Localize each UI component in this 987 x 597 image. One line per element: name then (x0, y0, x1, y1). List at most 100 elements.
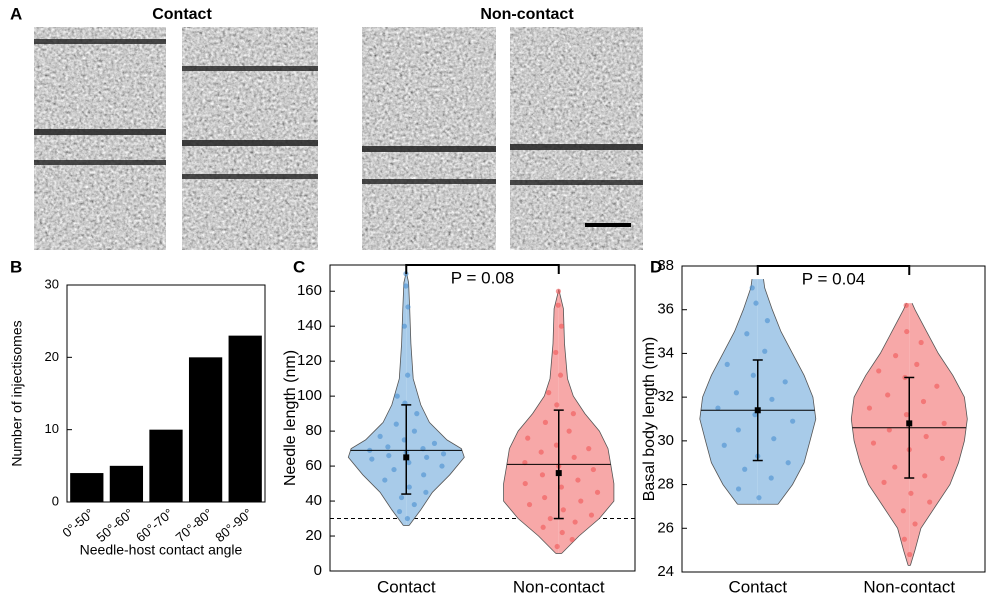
data-point (941, 420, 947, 426)
data-point (903, 412, 910, 418)
micrographs (34, 27, 643, 250)
data-point (401, 323, 408, 329)
data-point (555, 302, 561, 308)
data-point (735, 486, 742, 492)
violin-body (406, 271, 465, 526)
data-point (382, 477, 388, 483)
data-point (920, 398, 927, 405)
y-tick-label: 100 (297, 387, 322, 404)
data-point (569, 536, 575, 543)
data-point (439, 463, 445, 469)
y-tick-label: 0 (314, 562, 322, 579)
x-tick-label: Contact (377, 577, 436, 596)
data-point (406, 459, 412, 466)
data-point (885, 392, 891, 398)
data-point (539, 472, 546, 478)
x-tick-label: 50°-60° (93, 505, 136, 545)
panel-label: A (10, 4, 22, 23)
y-tick-label: 40 (305, 492, 322, 509)
data-point (908, 490, 914, 496)
data-point (540, 524, 546, 530)
y-tick-label: 20 (45, 349, 59, 364)
data-point (586, 446, 592, 452)
annotation: P = 0.08 (451, 268, 515, 287)
data-point (756, 495, 762, 501)
data-point (411, 428, 418, 434)
x-tick-label: Non-contact (513, 577, 605, 596)
bar (70, 473, 104, 502)
y-tick-label: 24 (657, 563, 674, 580)
data-point (912, 521, 918, 527)
data-point (566, 428, 572, 434)
y-tick-label: 160 (297, 282, 322, 299)
data-point (876, 368, 882, 374)
bar (228, 335, 262, 502)
data-point (547, 515, 553, 522)
data-point (749, 285, 755, 291)
data-point (588, 512, 595, 518)
data-point (750, 372, 756, 378)
y-axis-label: Needle length (nm) (282, 350, 299, 486)
data-point (553, 349, 559, 356)
data-point (753, 300, 759, 306)
y-tick-label: 120 (297, 352, 322, 369)
data-point (546, 390, 552, 396)
significance-bracket (756, 265, 911, 275)
data-point (733, 390, 740, 396)
data-point (715, 405, 721, 411)
mean-marker (754, 407, 761, 414)
data-point (553, 442, 560, 448)
violin-outline (347, 271, 407, 526)
y-tick-label: 140 (297, 317, 322, 334)
violin-outline (763, 279, 817, 505)
micrograph (362, 27, 496, 250)
data-point (768, 475, 774, 481)
data-point (559, 529, 565, 536)
data-point (901, 536, 907, 542)
data-point (440, 451, 447, 457)
y-tick-label: 80 (305, 422, 322, 439)
significance-bracket (405, 264, 560, 274)
panel-label: D (650, 257, 662, 276)
y-tick-label: 60 (305, 457, 322, 474)
x-tick-label: 70°-80° (173, 505, 216, 545)
data-point (735, 427, 741, 433)
mean-marker (555, 470, 562, 477)
data-point (785, 460, 791, 466)
data-point (398, 494, 405, 501)
data-point (721, 442, 727, 448)
x-tick-label: 80°-90° (212, 505, 255, 545)
data-point (414, 411, 420, 417)
data-point (866, 405, 873, 411)
data-point (572, 519, 578, 525)
x-tick-label: 60°-70° (133, 505, 176, 545)
data-point (886, 427, 892, 433)
micrograph (182, 27, 318, 250)
data-point (764, 318, 771, 324)
data-point (542, 494, 548, 501)
data-point (403, 283, 409, 289)
data-point (769, 396, 775, 402)
data-point (522, 480, 528, 487)
data-point (555, 288, 562, 294)
data-point (393, 421, 399, 427)
violin-body (348, 271, 407, 526)
data-point (423, 489, 429, 495)
bar (149, 429, 183, 502)
data-point (570, 411, 576, 417)
data-point (790, 418, 796, 424)
violin-outline (503, 289, 560, 554)
x-tick-label: Contact (728, 577, 787, 596)
y-axis-label: Basal body length (nm) (641, 337, 658, 502)
violin-outline (910, 303, 968, 566)
y-tick-label: 20 (305, 527, 322, 544)
data-point (404, 515, 411, 522)
data-point (870, 440, 877, 446)
violin-body (503, 289, 559, 554)
data-point (405, 372, 411, 378)
y-tick-label: 26 (657, 519, 674, 536)
data-point (571, 454, 577, 460)
violin-outline (699, 279, 753, 505)
